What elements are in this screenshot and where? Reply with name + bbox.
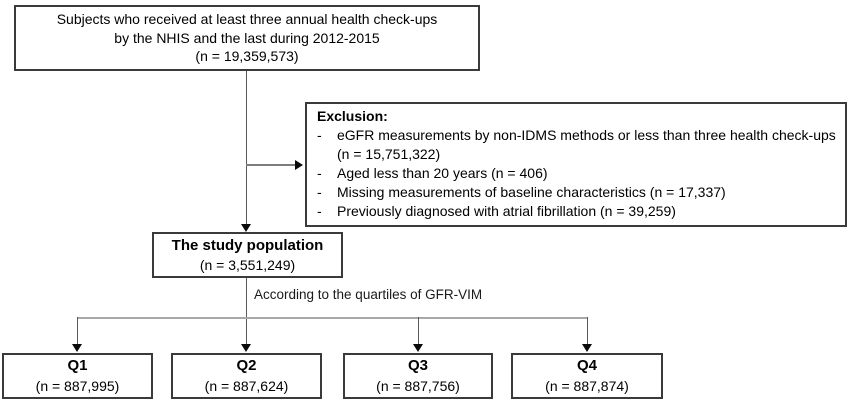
exclusion-title: Exclusion:: [317, 108, 388, 124]
exclusion-bullet: -: [317, 184, 322, 200]
exclusion-item-text: Missing measurements of baseline charact…: [337, 184, 726, 200]
q2-count: (n = 887,624): [204, 378, 289, 394]
exclusion-box: Exclusion: - eGFR measurements by non-ID…: [305, 102, 847, 227]
q2-label: Q2: [236, 357, 257, 374]
arrow-right-to-exclusion-icon: [295, 160, 303, 170]
connector-study-to-quartiles-line: [245, 278, 247, 344]
quartile-branch-label: According to the quartiles of GFR-VIM: [254, 287, 483, 302]
exclusion-item-text: Previously diagnosed with atrial fibrill…: [337, 203, 676, 219]
exclusion-item: - eGFR measurements by non-IDMS methods …: [317, 126, 837, 164]
quartile-box-q2: Q2 (n = 887,624): [171, 353, 322, 399]
quartile-box-q3: Q3 (n = 887,756): [343, 353, 493, 399]
exclusion-item: - Previously diagnosed with atrial fibri…: [317, 202, 837, 221]
exclusion-bullet: -: [317, 165, 322, 181]
quartile-distribution-line: [77, 317, 588, 319]
study-population-count: (n = 3,551,249): [199, 256, 296, 273]
source-population-count: (n = 19,359,573): [195, 48, 299, 64]
exclusion-item: - Aged less than 20 years (n = 406): [317, 164, 837, 183]
arrow-down-q3-icon: [413, 344, 423, 352]
study-population-title: The study population: [171, 237, 324, 254]
connector-to-exclusion-line: [246, 164, 295, 166]
source-population-box: Subjects who received at least three ann…: [14, 5, 480, 71]
exclusion-bullet: -: [317, 203, 322, 219]
q4-count: (n = 887,874): [545, 378, 629, 394]
exclusion-item-text: eGFR measurements by non-IDMS methods or…: [337, 127, 836, 162]
arrow-down-to-study-icon: [241, 224, 251, 232]
drop-line-q3: [417, 317, 419, 344]
quartile-box-q4: Q4 (n = 887,874): [511, 353, 663, 399]
quartile-box-q1: Q1 (n = 887,995): [2, 353, 153, 399]
q1-label: Q1: [67, 357, 88, 374]
drop-line-q1: [76, 317, 78, 344]
arrow-down-q4-icon: [582, 344, 592, 352]
connector-top-to-study-line: [245, 71, 247, 224]
drop-line-q4: [586, 317, 588, 344]
q1-count: (n = 887,995): [35, 378, 120, 394]
arrow-down-q1-icon: [72, 344, 82, 352]
exclusion-bullet: -: [317, 127, 322, 143]
q3-count: (n = 887,756): [376, 378, 460, 394]
arrow-down-q2-icon: [241, 344, 251, 352]
source-population-line1: Subjects who received at least three ann…: [56, 11, 438, 27]
exclusion-item: - Missing measurements of baseline chara…: [317, 183, 837, 202]
q4-label: Q4: [576, 357, 597, 374]
exclusion-item-text: Aged less than 20 years (n = 406): [337, 165, 548, 181]
source-population-line2: by the NHIS and the last during 2012-201…: [114, 29, 380, 46]
q3-label: Q3: [407, 357, 428, 374]
study-population-box: The study population (n = 3,551,249): [152, 232, 343, 278]
